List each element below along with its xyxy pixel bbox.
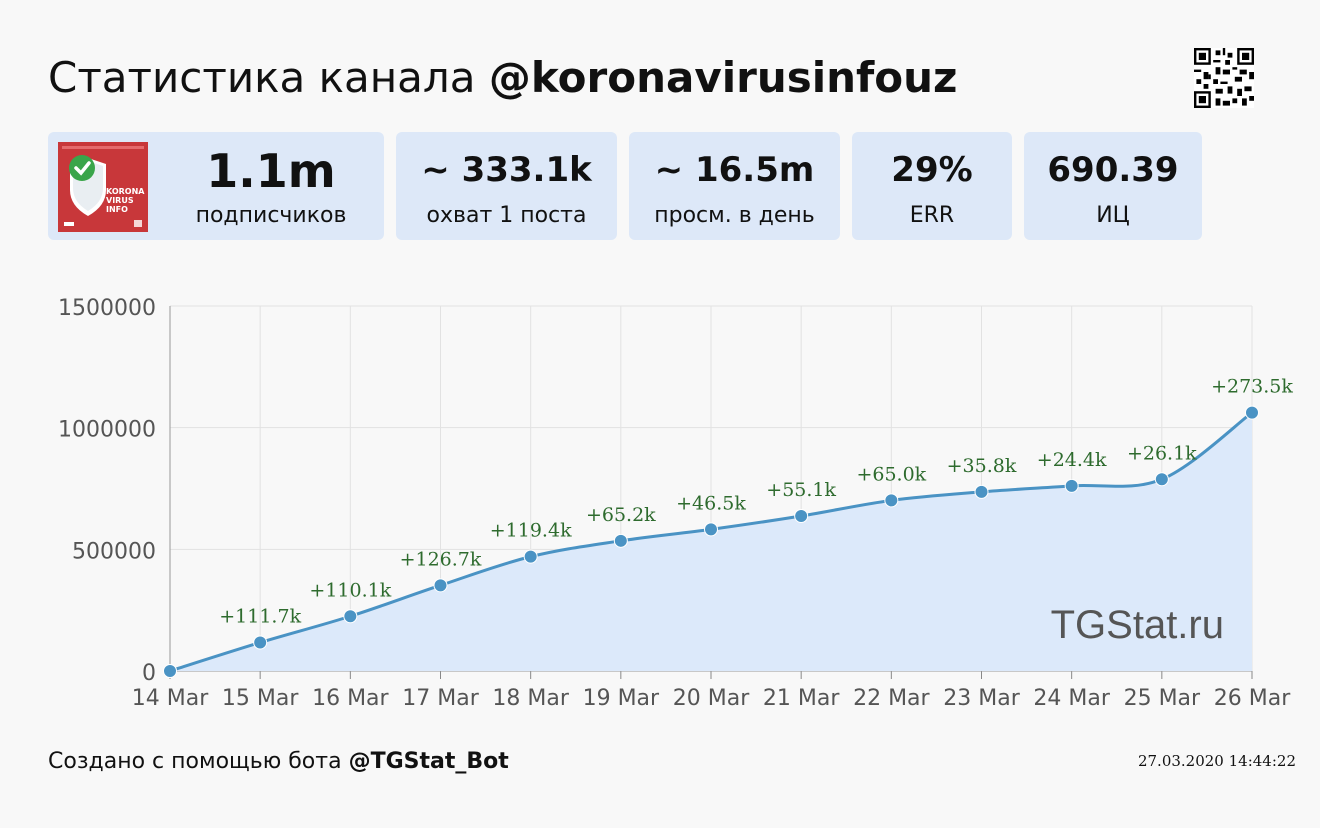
x-tick-label: 23 Mar xyxy=(943,686,1020,711)
data-label: +126.7k xyxy=(400,548,482,570)
stat-label: просм. в день xyxy=(654,203,815,228)
footer-credit: Создано с помощью бота @TGStat_Bot xyxy=(48,748,509,776)
y-tick-label: 1500000 xyxy=(58,296,156,321)
stat-card-reach: ~ 333.1k охват 1 поста xyxy=(396,132,617,240)
series-area xyxy=(170,412,1252,671)
data-label: +273.5k xyxy=(1211,376,1293,398)
y-tick-label: 1000000 xyxy=(58,418,156,443)
footer-prefix: Создано с помощью бота xyxy=(48,749,342,774)
stat-label: ИЦ xyxy=(1096,203,1130,228)
data-point xyxy=(613,533,628,548)
svg-text:INFO: INFO xyxy=(106,205,128,214)
data-label: +110.1k xyxy=(309,579,391,601)
x-tick-label: 21 Mar xyxy=(763,686,840,711)
page-title: Статистика канала @koronavirusinfouz xyxy=(48,52,957,104)
data-label: +111.7k xyxy=(219,606,301,628)
data-label: +65.0k xyxy=(856,463,926,485)
stat-value: 690.39 xyxy=(1047,150,1179,190)
x-tick-label: 17 Mar xyxy=(402,686,479,711)
data-point xyxy=(974,484,989,499)
data-point xyxy=(884,493,899,508)
channel-avatar: KORONA VIRUS INFO xyxy=(58,142,148,232)
timestamp: 27.03.2020 14:44:22 xyxy=(1137,752,1296,770)
data-label: +26.1k xyxy=(1127,442,1197,464)
stat-card-citation-index: 690.39 ИЦ xyxy=(1024,132,1202,240)
x-tick-label: 22 Mar xyxy=(853,686,930,711)
channel-handle: @koronavirusinfouz xyxy=(488,53,958,102)
svg-text:KORONA: KORONA xyxy=(106,187,145,196)
y-tick-label: 0 xyxy=(142,661,156,686)
stat-label: охват 1 поста xyxy=(426,203,587,228)
data-point xyxy=(1154,472,1169,487)
data-point xyxy=(523,549,538,564)
x-tick-label: 14 Mar xyxy=(132,686,209,711)
data-point xyxy=(253,635,268,650)
data-point xyxy=(343,609,358,624)
data-label: +55.1k xyxy=(766,479,836,501)
stat-value: 29% xyxy=(891,150,973,190)
x-tick-label: 19 Mar xyxy=(583,686,660,711)
x-tick-label: 15 Mar xyxy=(222,686,299,711)
data-point xyxy=(433,578,448,593)
data-point xyxy=(704,522,718,537)
data-point xyxy=(1245,405,1259,420)
data-point xyxy=(794,508,809,523)
data-label: +65.2k xyxy=(586,504,656,526)
stat-value: ~ 16.5m xyxy=(654,150,815,190)
stat-card-err: 29% ERR xyxy=(852,132,1012,240)
data-point xyxy=(163,664,177,678)
stat-card-subscribers: KORONA VIRUS INFO 1.1m подписчиков xyxy=(48,132,384,240)
data-label: +119.4k xyxy=(490,520,572,542)
bot-handle: @TGStat_Bot xyxy=(348,749,509,774)
svg-text:VIRUS: VIRUS xyxy=(106,196,134,205)
y-tick-label: 500000 xyxy=(72,539,156,564)
x-tick-label: 26 Mar xyxy=(1214,686,1291,711)
stat-card-daily-views: ~ 16.5m просм. в день xyxy=(629,132,840,240)
data-label: +24.4k xyxy=(1037,449,1107,471)
stat-label: подписчиков xyxy=(195,203,347,228)
watermark: TGStat.ru xyxy=(1051,603,1224,647)
data-point xyxy=(1064,478,1079,493)
data-label: +35.8k xyxy=(947,455,1017,477)
title-prefix: Статистика канала xyxy=(48,53,476,102)
stat-label: ERR xyxy=(909,203,955,228)
x-tick-label: 24 Mar xyxy=(1033,686,1110,711)
x-tick-label: 18 Mar xyxy=(492,686,569,711)
x-tick-label: 20 Mar xyxy=(673,686,750,711)
x-tick-label: 25 Mar xyxy=(1124,686,1201,711)
stat-value: ~ 333.1k xyxy=(421,150,592,190)
data-label: +46.5k xyxy=(676,492,746,514)
qr-code-icon xyxy=(1194,48,1254,108)
x-tick-label: 16 Mar xyxy=(312,686,389,711)
stat-value: 1.1m xyxy=(206,144,336,198)
shield-check-icon xyxy=(69,155,95,181)
